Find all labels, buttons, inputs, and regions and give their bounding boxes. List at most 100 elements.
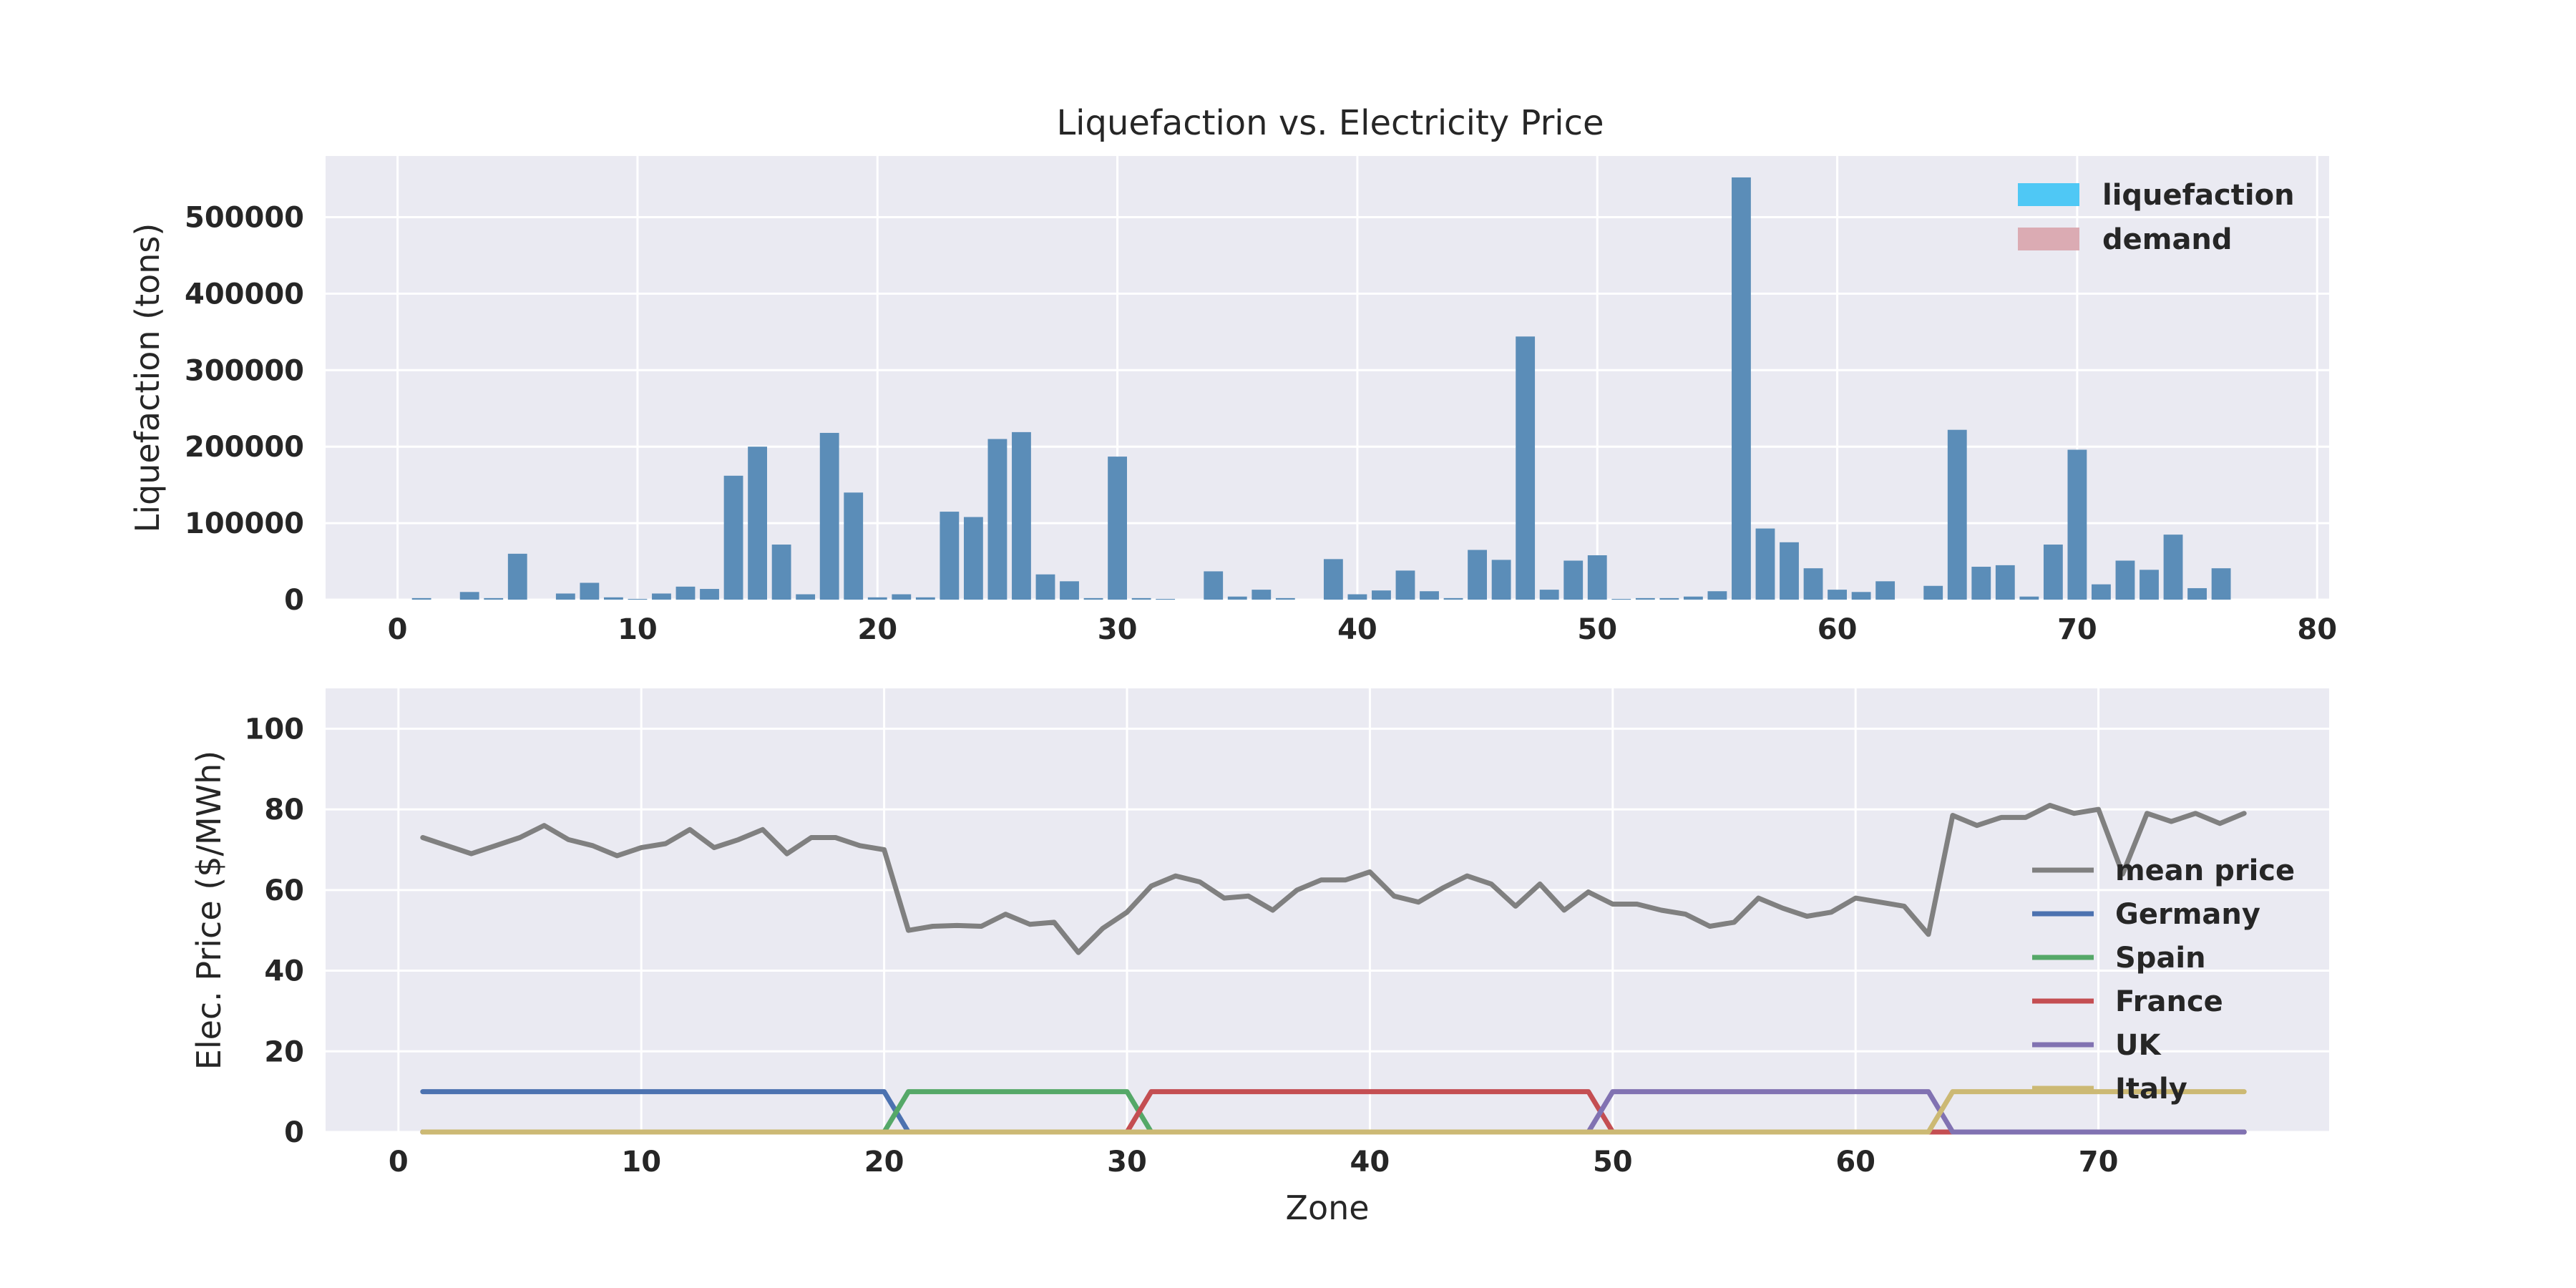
bar (1732, 177, 1751, 600)
series-line-mean-price (420, 803, 2247, 955)
bar (700, 589, 719, 600)
legend-label: Spain (2115, 942, 2206, 975)
bar (1635, 597, 1655, 600)
x-tick-label: 40 (1350, 1146, 1390, 1179)
bar (940, 512, 960, 600)
plot-area (326, 688, 2329, 1132)
bar (1587, 555, 1607, 600)
bar (844, 492, 864, 600)
bar (2211, 568, 2231, 600)
legend: liquefaction demand (2018, 179, 2295, 256)
bar (1755, 528, 1775, 600)
x-tick-label: 10 (621, 1146, 661, 1179)
bar (1443, 597, 1463, 600)
bar (675, 586, 696, 600)
bar (1923, 585, 1943, 600)
bar (1156, 598, 1176, 600)
bar (2067, 449, 2087, 600)
series-line-italy (420, 1089, 2247, 1135)
chart-title: Liquefaction vs. Electricity Price (1056, 103, 1604, 143)
bar (2140, 570, 2159, 600)
x-tick-label: 20 (864, 1146, 904, 1179)
legend-swatch (2018, 183, 2079, 206)
x-tick-label: 60 (1835, 1146, 1875, 1179)
bar (1420, 591, 1439, 600)
bar (411, 597, 431, 600)
electricity-price-line-chart: 0 10 20 30 40 50 60 70 0 20 40 60 80 100 Elec. Price (… (190, 688, 2329, 1227)
bar (915, 597, 935, 600)
bar (484, 597, 504, 600)
bar (1611, 598, 1631, 600)
bar (1323, 559, 1343, 600)
bar (1803, 568, 1823, 600)
x-tick-label: 60 (1818, 613, 1858, 646)
bar (1347, 594, 1367, 600)
x-axis-label: Zone (1285, 1189, 1369, 1227)
bar (1828, 590, 1847, 600)
bar (1539, 590, 1559, 600)
x-tick-label: 0 (388, 613, 408, 646)
bar (1468, 550, 1487, 600)
bar (1060, 581, 1079, 600)
bar (459, 592, 479, 600)
bar (1995, 565, 2015, 600)
bar (1252, 590, 1272, 600)
legend-label: mean price (2115, 854, 2295, 887)
bar (867, 597, 887, 600)
x-tick-label: 50 (1593, 1146, 1633, 1179)
bar (507, 553, 527, 600)
bar (1204, 571, 1224, 600)
bar (796, 594, 816, 600)
bar (628, 598, 648, 600)
bar (1491, 560, 1511, 600)
legend-label: Italy (2115, 1073, 2187, 1106)
bar (2043, 545, 2063, 600)
y-tick-label: 100 (245, 713, 305, 746)
plot-area (326, 156, 2329, 600)
y-tick-label: 400000 (185, 278, 304, 311)
bar (987, 439, 1008, 600)
bar (1516, 336, 1536, 600)
bar (892, 594, 912, 600)
x-tick-label: 40 (1337, 613, 1377, 646)
bar (1372, 590, 1391, 600)
y-axis-label: Elec. Price ($/MWh) (190, 751, 228, 1070)
x-tick-label: 20 (857, 613, 897, 646)
bar (1659, 597, 1679, 600)
bar (652, 593, 671, 600)
legend-label: liquefaction (2102, 179, 2295, 212)
legend-label: demand (2102, 223, 2233, 256)
bar (723, 475, 743, 600)
bar (1780, 542, 1799, 600)
bar (1707, 591, 1727, 600)
bar (1035, 574, 1055, 600)
bar (555, 593, 575, 600)
y-tick-label: 80 (264, 794, 304, 826)
bar (819, 432, 839, 600)
x-tick-label: 70 (2057, 613, 2097, 646)
y-tick-label: 60 (264, 874, 304, 907)
y-axis-label: Liquefaction (tons) (128, 223, 167, 533)
bar (1683, 596, 1703, 600)
bar (1395, 570, 1415, 600)
liquefaction-bar-chart: 0 10 20 30 40 50 60 70 80 0 100000 200000 300000 4000… (128, 156, 2337, 646)
bar (748, 447, 768, 600)
bar (1875, 581, 1896, 600)
y-tick-label: 300000 (185, 354, 304, 387)
x-tick-label: 30 (1098, 613, 1138, 646)
bar (603, 597, 623, 600)
legend: mean price Germany Spain France UK Italy (2032, 854, 2295, 1106)
bar (2092, 584, 2111, 600)
y-tick-label: 40 (264, 955, 304, 988)
x-tick-label: 70 (2079, 1146, 2119, 1179)
y-tick-label: 0 (284, 1116, 304, 1149)
bar (1563, 560, 1584, 600)
bar (1851, 592, 1871, 600)
y-tick-label: 0 (284, 584, 304, 617)
bar (1131, 597, 1151, 600)
x-tick-label: 50 (1577, 613, 1617, 646)
legend-label: Germany (2115, 898, 2260, 931)
x-tick-label: 30 (1107, 1146, 1147, 1179)
legend-label: France (2115, 985, 2223, 1018)
bar (580, 582, 600, 600)
